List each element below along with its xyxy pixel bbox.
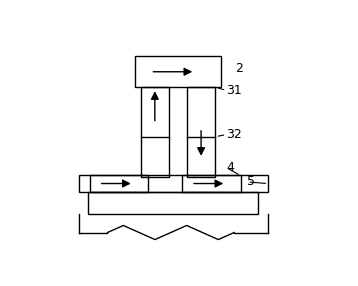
Text: 5: 5 xyxy=(247,175,255,188)
Text: 2: 2 xyxy=(235,62,243,75)
Bar xyxy=(135,56,221,87)
Text: 31: 31 xyxy=(226,84,242,97)
Bar xyxy=(182,175,241,192)
Bar xyxy=(90,175,148,192)
Bar xyxy=(88,192,258,214)
Bar xyxy=(187,87,216,177)
Text: 4: 4 xyxy=(226,161,234,174)
Text: 32: 32 xyxy=(226,128,242,141)
Bar xyxy=(141,87,169,177)
Bar xyxy=(79,175,268,192)
